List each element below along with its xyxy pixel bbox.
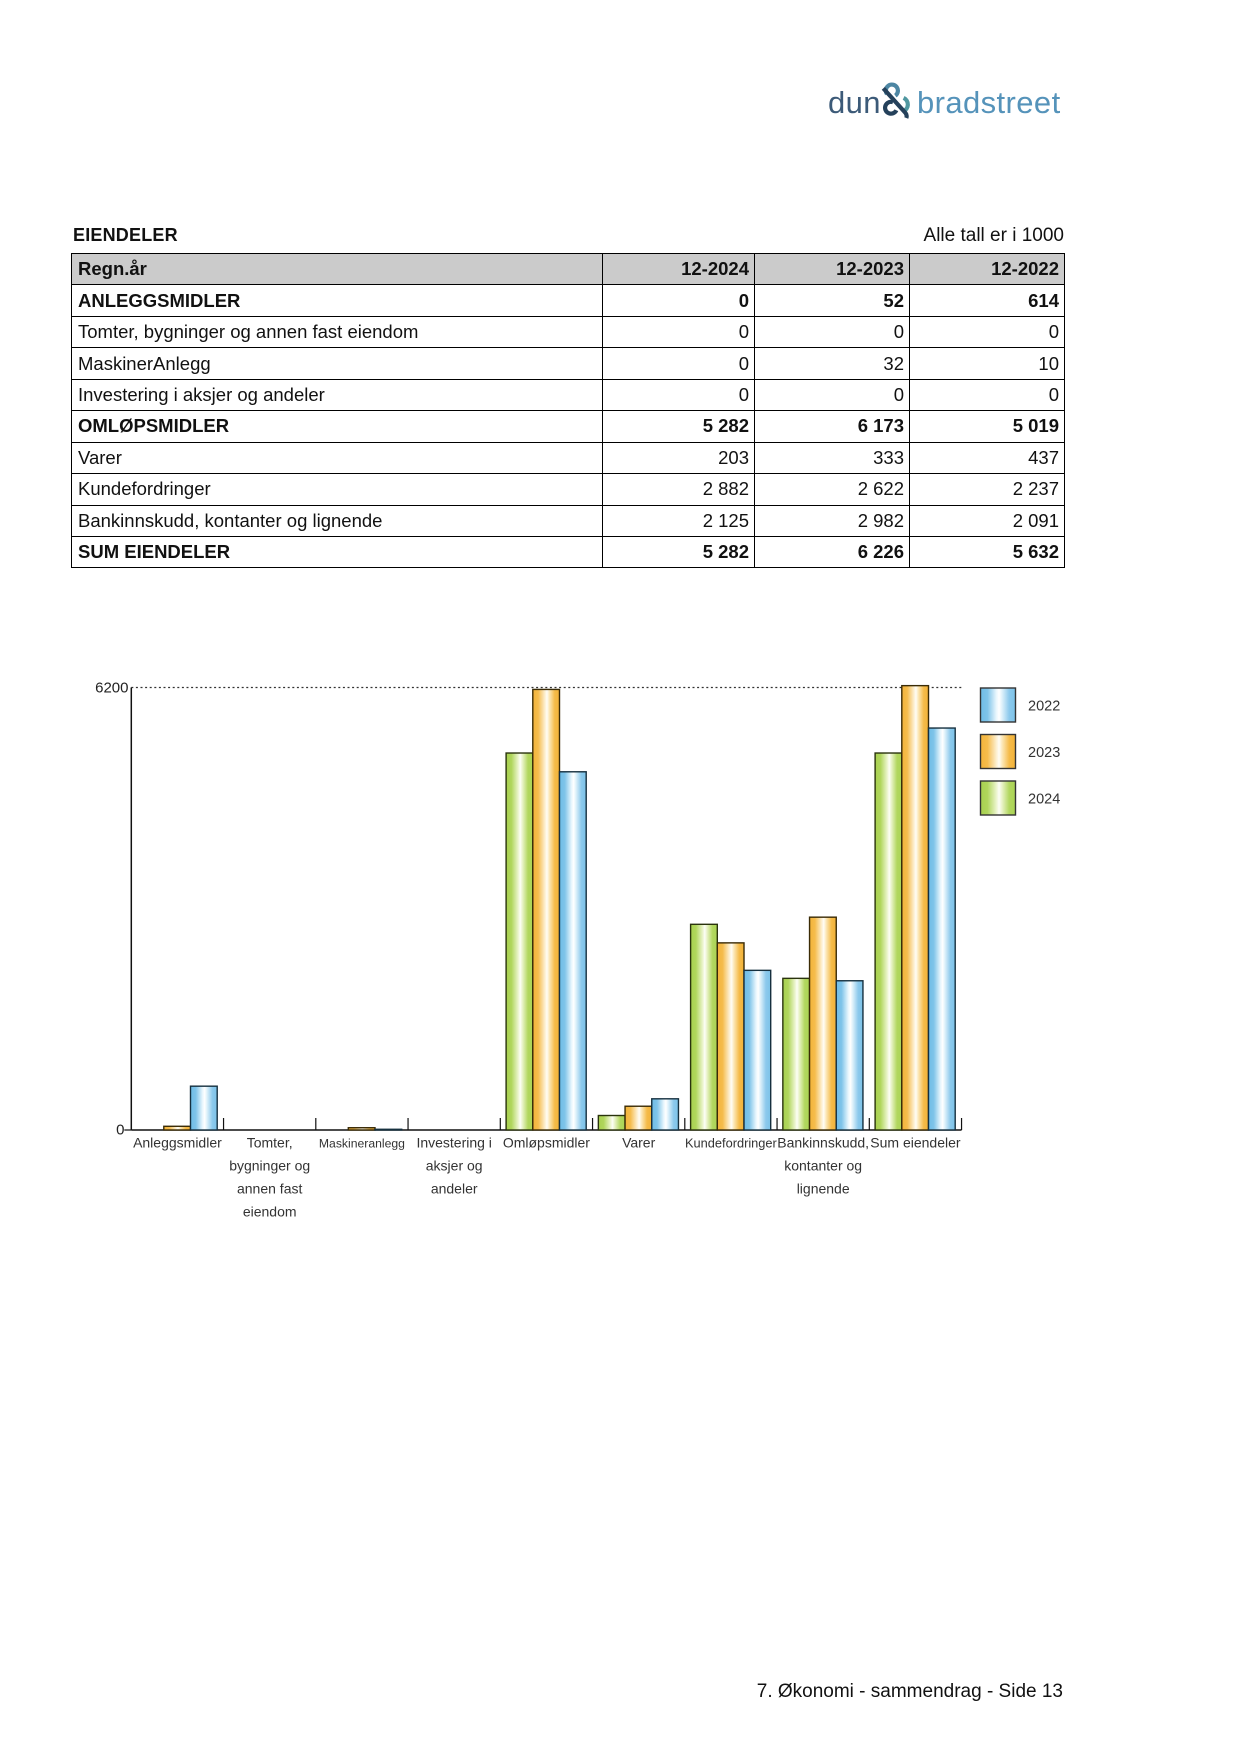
- svg-text:kontanter og: kontanter og: [784, 1158, 862, 1174]
- svg-text:annen fast: annen fast: [237, 1181, 302, 1197]
- svg-text:Maskineranlegg: Maskineranlegg: [319, 1137, 405, 1151]
- svg-text:6200: 6200: [95, 680, 128, 697]
- svg-text:Bankinnskudd,: Bankinnskudd,: [777, 1135, 869, 1151]
- svg-text:andeler: andeler: [431, 1181, 478, 1197]
- svg-text:eiendom: eiendom: [243, 1204, 297, 1220]
- svg-text:Omløpsmidler: Omløpsmidler: [503, 1135, 590, 1151]
- svg-text:0: 0: [116, 1122, 124, 1139]
- svg-text:bygninger og: bygninger og: [229, 1158, 310, 1174]
- svg-text:Varer: Varer: [622, 1135, 656, 1151]
- svg-text:Sum eiendeler: Sum eiendeler: [870, 1135, 961, 1151]
- svg-text:2022: 2022: [1028, 699, 1060, 715]
- svg-text:Kundefordringer: Kundefordringer: [685, 1136, 778, 1151]
- svg-text:aksjer og: aksjer og: [426, 1158, 483, 1174]
- svg-text:Anleggsmidler: Anleggsmidler: [133, 1135, 222, 1151]
- svg-text:2024: 2024: [1028, 792, 1060, 808]
- svg-text:Investering i: Investering i: [416, 1135, 491, 1151]
- svg-text:2023: 2023: [1028, 745, 1060, 761]
- svg-text:lignende: lignende: [797, 1181, 850, 1197]
- svg-text:Tomter,: Tomter,: [247, 1135, 293, 1151]
